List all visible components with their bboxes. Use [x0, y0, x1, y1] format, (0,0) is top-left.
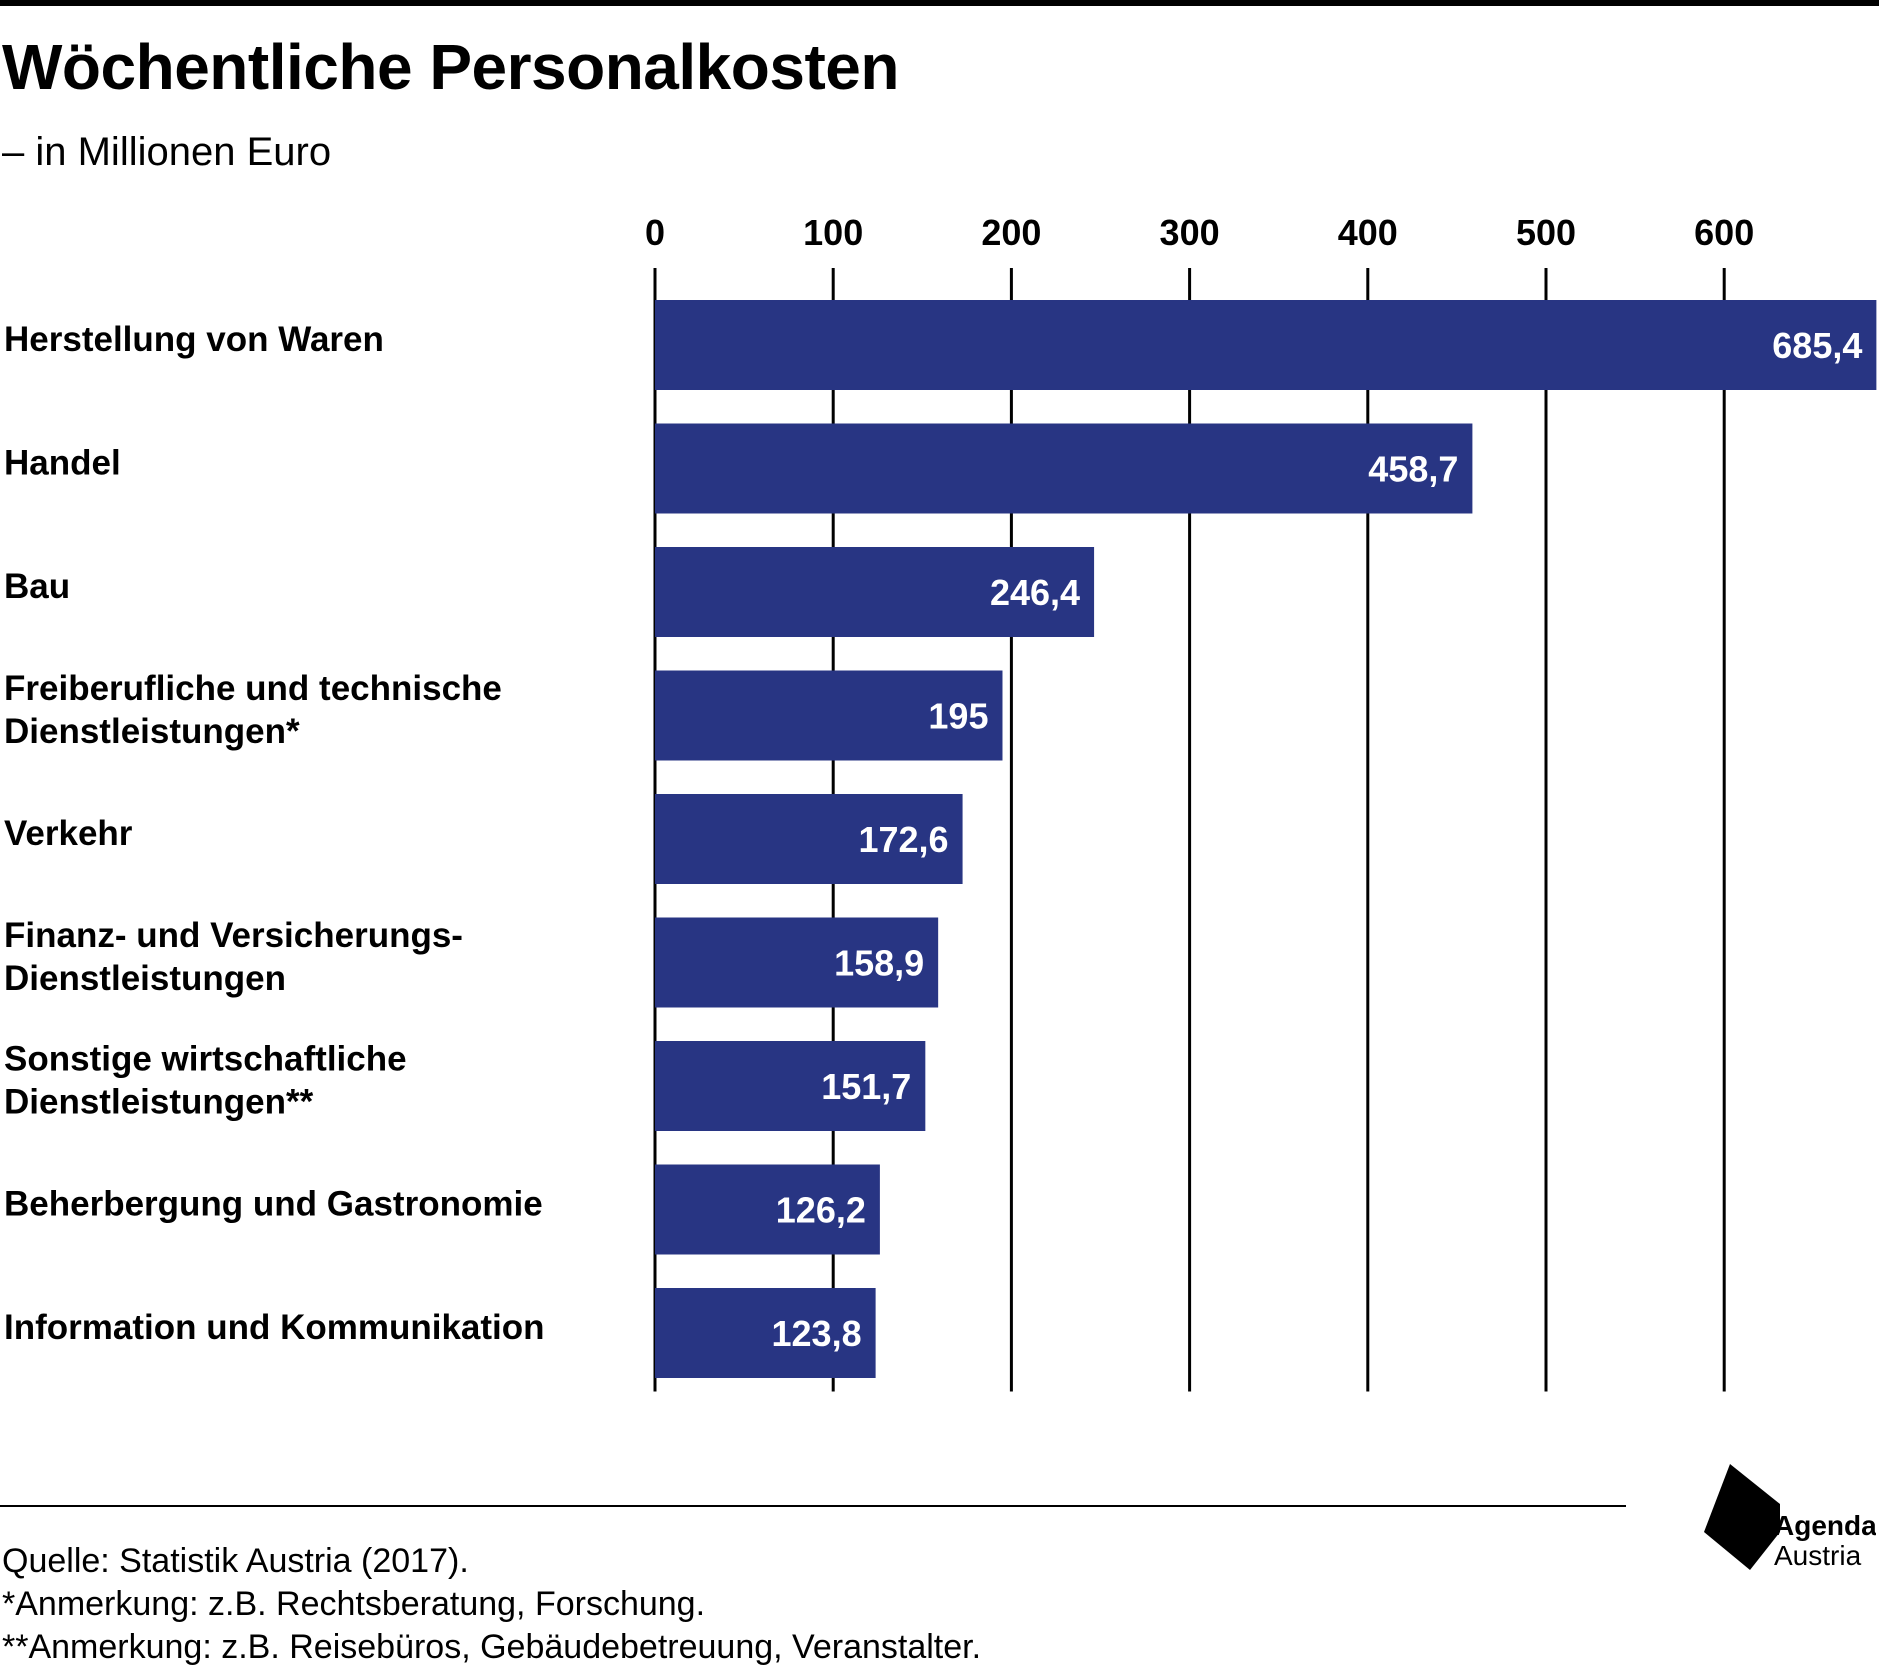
x-tick-label: 600: [1694, 212, 1754, 253]
category-label: Dienstleistungen**: [4, 1083, 314, 1122]
x-tick-label: 100: [803, 212, 863, 253]
bar-value-label: 172,6: [858, 819, 948, 860]
bar-value-label: 158,9: [834, 943, 924, 984]
bar: [655, 670, 1003, 761]
source-note: Quelle: Statistik Austria (2017).: [2, 1542, 469, 1580]
annotation-note-1: *Anmerkung: z.B. Rechtsberatung, Forschu…: [2, 1585, 706, 1623]
logo-line-1: Agenda: [1774, 1510, 1876, 1541]
x-tick-label: 400: [1338, 212, 1398, 253]
category-label: Sonstige wirtschaftliche: [4, 1040, 407, 1079]
logo-line-2: Austria: [1774, 1540, 1862, 1571]
bar: [655, 1041, 926, 1131]
category-label: Freiberufliche und technische: [4, 669, 502, 708]
x-tick-label: 0: [645, 212, 665, 253]
category-label: Verkehr: [4, 814, 133, 853]
top-rule: [0, 0, 1879, 6]
category-label: Information und Kommunikation: [4, 1308, 545, 1347]
bar: [655, 547, 1095, 637]
bar-value-label: 685,4: [1772, 325, 1862, 366]
bar-value-label: 151,7: [821, 1066, 911, 1107]
bar: [655, 794, 963, 884]
category-label: Beherbergung und Gastronomie: [4, 1185, 543, 1224]
x-tick-label: 300: [1160, 212, 1220, 253]
chart-title: Wöchentliche Personalkosten: [2, 31, 899, 103]
bar-chart: 0 100 200 300 400 500 600 685,4 Herstellung von …: [4, 212, 1877, 1392]
bar-value-label: 123,8: [772, 1313, 862, 1354]
category-label: Dienstleistungen: [4, 959, 286, 998]
bar: [655, 423, 1473, 514]
category-label: Herstellung von Waren: [4, 320, 384, 359]
footnotes: Quelle: Statistik Austria (2017). *Anmer…: [2, 1540, 981, 1669]
chart-subtitle: – in Millionen Euro: [2, 130, 332, 174]
category-label: Bau: [4, 567, 70, 606]
logo-mark-icon: [1704, 1464, 1780, 1570]
bar: [655, 1164, 880, 1255]
bottom-rule: [0, 1505, 1626, 1507]
bar-value-label: 126,2: [776, 1190, 866, 1231]
x-tick-label: 500: [1516, 212, 1576, 253]
annotation-note-2: **Anmerkung: z.B. Reisebüros, Gebäudebet…: [2, 1628, 982, 1666]
bar-value-label: 246,4: [990, 572, 1080, 613]
category-label: Dienstleistungen*: [4, 712, 300, 751]
bar: [655, 1288, 876, 1378]
bar: [655, 300, 1877, 390]
category-label: Finanz- und Versicherungs-: [4, 916, 463, 955]
x-tick-label: 200: [981, 212, 1041, 253]
agenda-austria-logo: Agenda Austria: [1704, 1464, 1876, 1571]
bar-value-label: 458,7: [1368, 449, 1458, 490]
category-label: Handel: [4, 444, 121, 483]
bar: [655, 917, 939, 1008]
bar-value-label: 195: [928, 696, 988, 737]
